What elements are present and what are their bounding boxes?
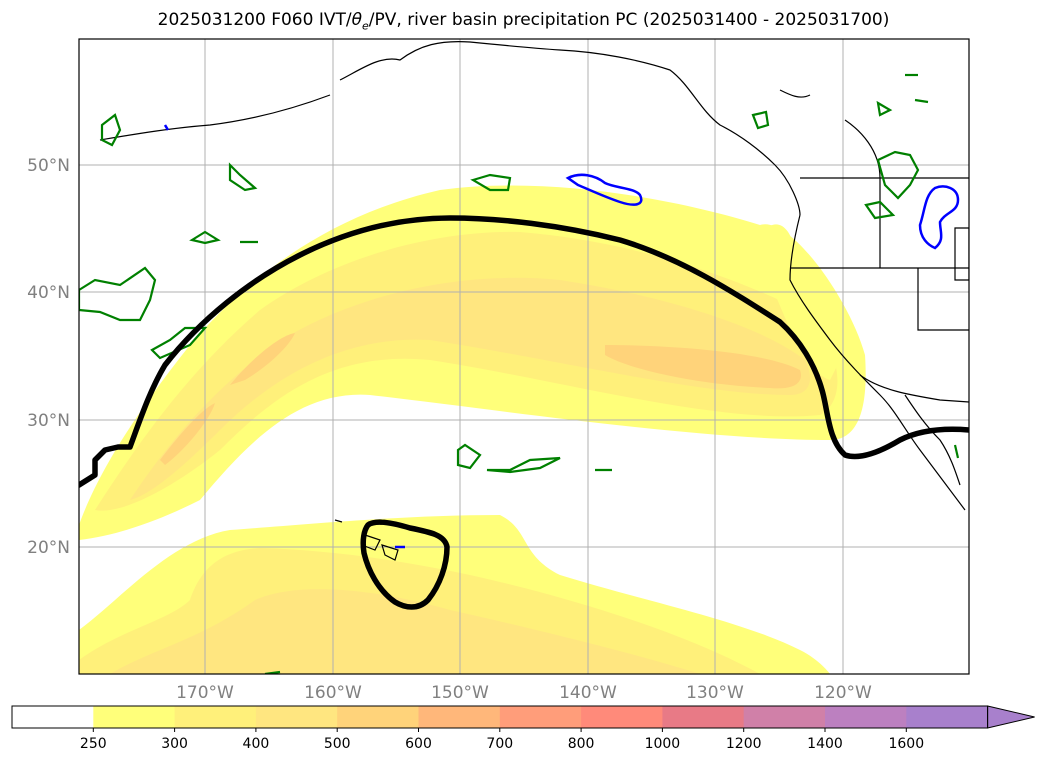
lon-labels: 170°W 160°W 150°W 140°W 130°W 120°W [176,683,872,703]
colorbar-tick-label: 1600 [888,736,924,752]
lon-label: 160°W [304,683,362,703]
coastlines [99,40,969,561]
colorbar-tick-label: 800 [568,736,595,752]
colorbar-segment [662,706,745,728]
green-contours [79,73,960,674]
colorbar-tick-label: 1400 [807,736,843,752]
ivt-shading-south [79,515,830,674]
colorbar-tick-label: 400 [243,736,270,752]
map-panel [79,39,969,674]
colorbar-tick-label: 1200 [726,736,762,752]
colorbar-segment [499,706,582,728]
colorbar-extend-arrow [987,705,1035,729]
lat-labels: 20°N 30°N 40°N 50°N [27,156,70,558]
lat-label: 30°N [27,411,70,431]
colorbar-tick-label: 600 [405,736,432,752]
colorbar-tick-label: 300 [161,736,188,752]
colorbar: 250 300 400 500 600 700 800 1000 1200 1400 1600 [11,705,1035,752]
lon-label: 120°W [814,683,872,703]
map-frame [78,38,970,675]
ivt-shading-north [79,185,866,540]
lon-label: 150°W [431,683,489,703]
colorbar-segment [418,706,501,728]
lat-label: 40°N [27,283,70,303]
lat-label: 50°N [27,156,70,176]
colorbar-tick-label: 700 [486,736,513,752]
blue-contours [163,124,960,549]
colorbar-segment [174,706,257,728]
colorbar-tick-label: 500 [324,736,351,752]
colorbar-segment [743,706,826,728]
ivt-contour-north [79,215,969,488]
lon-label: 140°W [559,683,617,703]
colorbar-tick-label: 1000 [645,736,681,752]
map-title: 2025031200 F060 IVT/θe/PV, river basin p… [157,10,890,33]
colorbar-segment [337,706,419,728]
colorbar-segment [12,706,94,728]
lon-label: 130°W [686,683,744,703]
lat-label: 20°N [27,538,70,558]
colorbar-segment [581,706,663,728]
colorbar-segment [255,706,338,728]
lon-label: 170°W [176,683,234,703]
colorbar-segment [93,706,176,728]
colorbar-segment [906,706,989,728]
ivt-contour-south [360,519,450,610]
colorbar-tick-label: 250 [80,736,107,752]
colorbar-segment [825,706,907,728]
